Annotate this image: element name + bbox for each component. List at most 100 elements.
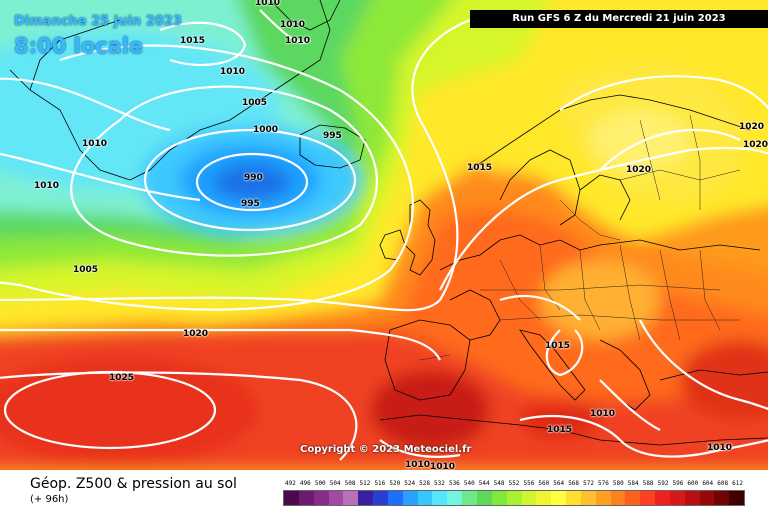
isobar-label: 995 <box>323 131 342 141</box>
isobar-label: 1010 <box>590 409 616 419</box>
color-scale-label: 584 <box>627 480 639 487</box>
color-scale-label: 528 <box>419 480 430 487</box>
color-scale-swatch <box>358 491 374 505</box>
forecast-date: Dimanche 25 juin 2023 <box>14 14 182 29</box>
color-scale-swatch <box>476 491 492 505</box>
color-scale-label: 508 <box>344 480 356 487</box>
color-scale-swatch <box>432 491 448 505</box>
isobar-label: 1020 <box>739 122 765 132</box>
color-scale-label: 572 <box>583 480 594 487</box>
color-scale-swatch <box>625 491 641 505</box>
isobar-label: 1005 <box>242 98 268 108</box>
color-scale-label: 604 <box>702 480 714 487</box>
color-scale-label: 520 <box>389 480 401 487</box>
color-scale-swatch <box>714 491 730 505</box>
color-scale-swatch <box>669 491 685 505</box>
isobar-label: 1015 <box>467 163 493 173</box>
isobar-label: 1010 <box>285 36 311 46</box>
isobar-label: 1020 <box>743 140 768 150</box>
color-scale-swatch <box>462 491 477 505</box>
color-scale-label: 504 <box>329 480 341 487</box>
color-scale-label: 492 <box>285 480 296 487</box>
color-scale-swatch <box>595 491 611 505</box>
color-scale-swatch <box>328 491 344 505</box>
color-scale-label: 588 <box>642 480 654 487</box>
geopotential-field <box>0 0 768 470</box>
color-scale-label: 544 <box>478 480 490 487</box>
country-borders <box>419 114 741 361</box>
color-scale-swatch <box>313 491 329 505</box>
color-scale-label: 548 <box>493 480 505 487</box>
color-scale-swatch <box>447 491 463 505</box>
color-scale-swatch <box>417 491 433 505</box>
color-scale-swatch <box>684 491 700 505</box>
map-canvas <box>0 0 768 470</box>
coastlines <box>9 0 768 446</box>
color-scale-swatch <box>566 491 581 505</box>
isobar-label: 1015 <box>547 425 573 435</box>
isobar-label: 1010 <box>220 67 246 77</box>
color-scale-label: 532 <box>434 480 445 487</box>
color-scale-label: 564 <box>553 480 565 487</box>
isobar-label: 1010 <box>255 0 281 8</box>
isobar-label: 1015 <box>545 341 571 351</box>
color-scale-label: 560 <box>538 480 550 487</box>
isobar-label: 1010 <box>707 443 733 453</box>
isobar-label: 990 <box>244 173 263 183</box>
color-scale-swatch <box>373 491 388 505</box>
color-scale-swatch <box>387 491 403 505</box>
color-scale-label: 580 <box>612 480 624 487</box>
color-scale-swatch <box>655 491 670 505</box>
isobar-label: 1020 <box>183 329 209 339</box>
color-scale-swatch <box>343 491 359 505</box>
color-scale-label: 568 <box>568 480 580 487</box>
color-scale-swatch <box>491 491 507 505</box>
color-scale-swatch <box>402 491 418 505</box>
color-scale-label: 596 <box>672 480 684 487</box>
color-scale-swatch <box>580 491 596 505</box>
isobar-label: 1000 <box>253 125 279 135</box>
color-scale-label: 556 <box>523 480 535 487</box>
color-scale-label: 524 <box>404 480 416 487</box>
color-scale-label: 600 <box>687 480 699 487</box>
isobar-label: 1010 <box>280 20 306 30</box>
isobar-label: 1010 <box>82 139 108 149</box>
color-scale-label: 540 <box>463 480 475 487</box>
color-scale-bar <box>283 490 745 506</box>
color-scale-label: 612 <box>732 480 743 487</box>
color-scale-label: 592 <box>657 480 669 487</box>
color-scale-label: 512 <box>359 480 371 487</box>
product-title: Géop. Z500 & pression au sol <box>30 476 237 492</box>
color-scale-swatch <box>610 491 626 505</box>
color-scale-label: 496 <box>299 480 311 487</box>
color-scale-swatch <box>298 491 314 505</box>
color-scale-labels: 492 496 500 504 508 512 516 520 524 528 532 536 540 5… <box>283 480 745 490</box>
color-scale-swatch <box>536 491 552 505</box>
isobar-label: 1005 <box>73 265 99 275</box>
lead-time: (+ 96h) <box>30 494 69 505</box>
color-scale-swatch <box>640 491 656 505</box>
weather-map: 1010 1015 1010 1010 1010 1005 1000 995 1… <box>0 0 768 470</box>
color-scale-label: 500 <box>314 480 326 487</box>
color-scale-label: 552 <box>508 480 520 487</box>
copyright-notice: Copyright © 2023 Meteociel.fr <box>300 444 472 455</box>
color-scale-swatch <box>506 491 522 505</box>
isobar-label: 1020 <box>626 165 652 175</box>
forecast-time: 8:00 locale <box>14 34 144 58</box>
color-scale-label: 608 <box>717 480 729 487</box>
isobars <box>0 9 768 461</box>
color-scale-swatch <box>551 491 567 505</box>
isobar-label: 1025 <box>109 373 135 383</box>
color-scale-label: 576 <box>597 480 609 487</box>
color-scale-label: 536 <box>448 480 460 487</box>
color-scale-swatch <box>699 491 715 505</box>
color-scale-swatch <box>284 491 299 505</box>
color-scale-label: 516 <box>374 480 386 487</box>
color-scale-swatch <box>521 491 537 505</box>
model-run-banner: Run GFS 6 Z du Mercredi 21 juin 2023 <box>470 10 768 28</box>
isobar-label: 1010 <box>34 181 60 191</box>
isobar-label: 1010 <box>405 460 431 470</box>
color-scale-swatch <box>729 491 745 505</box>
isobar-label: 1015 <box>180 36 206 46</box>
isobar-label: 1010 <box>430 462 456 470</box>
